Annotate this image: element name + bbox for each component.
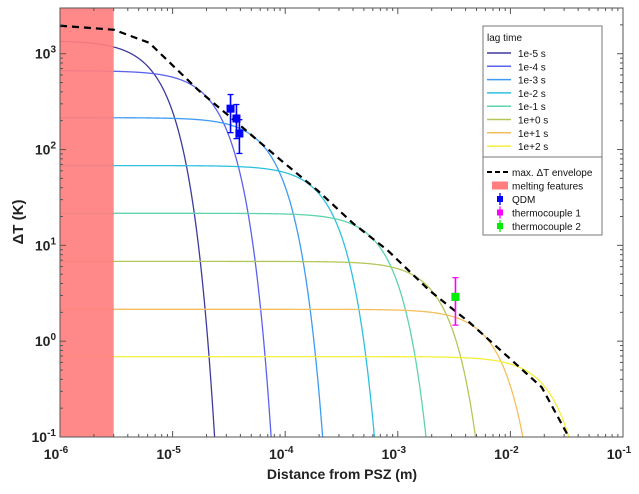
x-tick-label: 10-5	[156, 445, 181, 462]
tick-base: 10	[382, 446, 398, 462]
legend-title: lag time	[487, 33, 522, 44]
tick-exponent: 3	[50, 45, 56, 56]
legend-label: 1e-1 s	[518, 102, 546, 113]
tick-base: 10	[35, 46, 51, 62]
data-point-QDM	[232, 114, 241, 123]
legend-label: 1e-4 s	[518, 62, 546, 73]
tick-exponent: -5	[172, 445, 181, 456]
tick-base: 10	[156, 446, 172, 462]
x-tick-label: 10-2	[494, 445, 519, 462]
data-point-thermocouple-2	[451, 292, 460, 301]
legend-melting-swatch	[492, 181, 508, 190]
legend-label: melting features	[512, 182, 583, 193]
plot-clip-group	[60, 8, 570, 437]
melting-features-region	[60, 8, 114, 437]
tick-exponent: 2	[50, 141, 56, 152]
axes-box	[59, 7, 624, 438]
tick-exponent: -1	[622, 445, 631, 456]
legend-label: 1e-5 s	[518, 49, 546, 60]
envelope-line	[60, 24, 570, 437]
tick-exponent: -4	[285, 445, 294, 456]
tick-base: 10	[607, 446, 623, 462]
tick-base: 10	[35, 237, 51, 253]
tick-exponent: -3	[397, 445, 406, 456]
x-tick-label: 10-3	[382, 445, 407, 462]
tick-exponent: -2	[510, 445, 519, 456]
series-line-1e-1-s	[60, 212, 427, 437]
tick-base: 10	[35, 333, 51, 349]
x-axis-label: Distance from PSZ (m)	[267, 466, 417, 482]
tick-base: 10	[35, 142, 51, 158]
tick-exponent: -1	[47, 428, 56, 439]
tick-exponent: 1	[50, 236, 56, 247]
x-tick-label: 10-1	[607, 445, 632, 462]
legend-label: 1e+2 s	[518, 142, 548, 153]
tick-exponent: -6	[59, 445, 68, 456]
legend-label: 1e-2 s	[518, 89, 546, 100]
legend-label: 1e+1 s	[518, 129, 548, 140]
tick-base: 10	[269, 446, 285, 462]
y-tick-label: 10-1	[32, 428, 57, 445]
legend-label: QDM	[512, 195, 535, 206]
y-tick-label: 100	[35, 332, 57, 349]
legend-label: thermocouple 2	[512, 222, 581, 233]
series-line-1e-0-s	[60, 260, 477, 437]
series-line-1e-2-s	[60, 355, 570, 437]
x-tick-label: 10-6	[44, 445, 69, 462]
legend-label: max. ΔT envelope	[512, 168, 593, 179]
x-tick-label: 10-4	[269, 445, 294, 462]
legend-label: 1e-3 s	[518, 76, 546, 87]
data-point-QDM	[226, 104, 235, 113]
legend: lag time 1e-5 s 1e-4 s 1e-3 s 1e-2 s 1e-1 s 1e…	[482, 25, 603, 236]
legend-box-lag-time	[482, 25, 603, 158]
y-tick-label: 101	[35, 236, 57, 253]
tick-base: 10	[44, 446, 60, 462]
legend-marker-swatch	[497, 223, 503, 229]
legend-label: 1e+0 s	[518, 116, 548, 127]
legend-marker-swatch	[497, 209, 503, 216]
series-line-1e-1-s	[60, 308, 524, 437]
legend-marker-swatch	[497, 196, 503, 202]
y-tick-label: 103	[35, 45, 57, 62]
tick-base: 10	[494, 446, 510, 462]
data-point-QDM	[235, 129, 244, 138]
plot-area	[60, 8, 570, 437]
tick-base: 10	[32, 429, 48, 445]
y-tick-label: 102	[35, 141, 57, 158]
tick-exponent: 0	[50, 332, 56, 343]
legend-label: thermocouple 1	[512, 209, 581, 220]
y-axis-label: ΔT (K)	[10, 200, 27, 245]
